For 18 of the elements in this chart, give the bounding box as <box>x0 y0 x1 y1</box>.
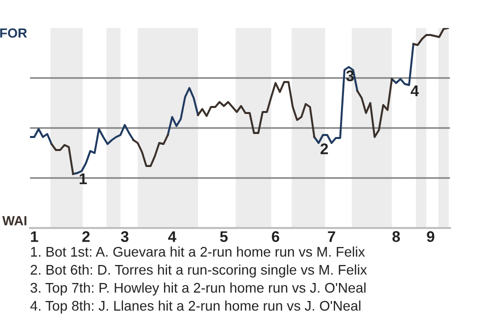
annotation: 4 <box>410 86 419 96</box>
annotation: 1 <box>80 174 87 184</box>
text: 1. Bot 1st: A. Guevara hit a 2-run home run vs M. Felix <box>31 246 365 257</box>
x-tick-label: 8 <box>392 231 400 242</box>
text: FOR <box>0 28 27 38</box>
x-tick-label: 6 <box>272 231 280 242</box>
x-tick-label: 7 <box>328 231 336 242</box>
x-tick-label: 4 <box>168 231 176 242</box>
text: WAI <box>2 216 26 226</box>
text: 3. Top 7th: P. Howley hit a 2-run home run vs J. O'Neal <box>30 282 366 296</box>
annotation: 2 <box>320 143 328 154</box>
x-tick-label: 1 <box>31 231 38 242</box>
x-tick-label: 5 <box>220 231 228 242</box>
x-tick-label: 9 <box>426 231 434 242</box>
text: 4. Top 8th: J. Llanes hit a 2-run home run vs J. O'Neal <box>30 300 360 314</box>
x-tick-label: 2 <box>82 231 90 242</box>
text: 2. Bot 6th: D. Torres hit a run-scoring single vs M. Felix <box>30 264 367 278</box>
x-tick-label: 3 <box>120 231 128 242</box>
